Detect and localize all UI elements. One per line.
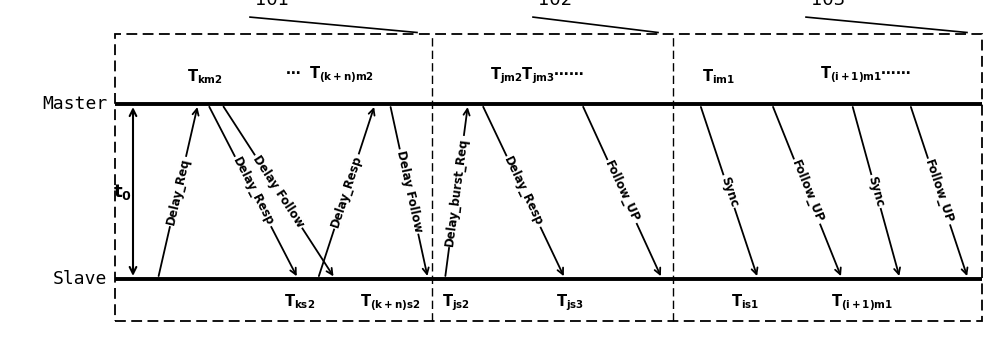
Text: Follow_UP: Follow_UP <box>602 159 642 224</box>
Text: Delay_Resp: Delay_Resp <box>329 154 364 229</box>
Text: 103: 103 <box>811 0 845 9</box>
Text: Slave: Slave <box>53 270 107 288</box>
Text: Delay_burst_Req: Delay_burst_Req <box>443 136 470 247</box>
Text: Delay Follow: Delay Follow <box>394 149 424 234</box>
Text: $\mathbf{T_{js2}}$: $\mathbf{T_{js2}}$ <box>442 292 470 313</box>
Text: 101: 101 <box>255 0 289 9</box>
Text: Delay_Resp: Delay_Resp <box>230 155 276 228</box>
Text: Delay_Req: Delay_Req <box>164 157 192 226</box>
Text: $\mathbf{T_{im1}}$: $\mathbf{T_{im1}}$ <box>702 67 734 86</box>
Text: $\mathbf{\cdots\ \ T_{(k+n)m2}}$: $\mathbf{\cdots\ \ T_{(k+n)m2}}$ <box>285 64 375 86</box>
Text: $\mathbf{T_{(i+1)m1}}$: $\mathbf{T_{(i+1)m1}}$ <box>831 292 893 314</box>
Text: $\mathbf{T_{(i+1)m1}}$$\mathbf{\cdots\cdots}$: $\mathbf{T_{(i+1)m1}}$$\mathbf{\cdots\cd… <box>820 64 911 86</box>
Text: 102: 102 <box>538 0 572 9</box>
Text: $\mathbf{T_{js3}}$: $\mathbf{T_{js3}}$ <box>556 292 584 313</box>
Text: Sync: Sync <box>866 175 886 208</box>
Text: Master: Master <box>42 95 107 113</box>
Text: Delay_Resp: Delay_Resp <box>501 155 546 228</box>
Text: $\mathbf{T_{(k+n)s2}}$: $\mathbf{T_{(k+n)s2}}$ <box>360 292 420 314</box>
Text: $\mathbf{t_0}$: $\mathbf{t_0}$ <box>113 182 131 201</box>
Text: Delay Follow: Delay Follow <box>250 153 307 230</box>
Text: $\mathbf{T_{jm2}}$$\mathbf{T_{jm3}}$$\mathbf{\cdots\cdots}$: $\mathbf{T_{jm2}}$$\mathbf{T_{jm3}}$$\ma… <box>490 65 584 86</box>
Text: $\mathbf{T_{ks2}}$: $\mathbf{T_{ks2}}$ <box>284 292 316 311</box>
Text: Follow_UP: Follow_UP <box>922 158 956 225</box>
Text: Follow_UP: Follow_UP <box>789 158 825 225</box>
Text: Sync: Sync <box>718 174 740 209</box>
Text: $\mathbf{T_{is1}}$: $\mathbf{T_{is1}}$ <box>731 292 759 311</box>
Text: $\mathbf{T_{km2}}$: $\mathbf{T_{km2}}$ <box>187 67 223 86</box>
